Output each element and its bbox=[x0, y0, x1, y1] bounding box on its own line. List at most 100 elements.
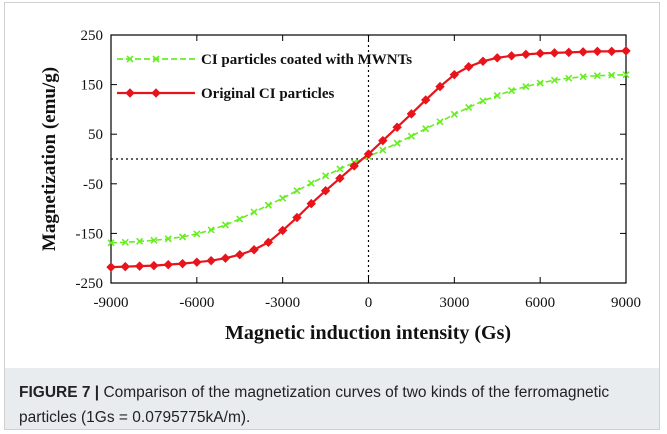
figure-caption: FIGURE 7 | Comparison of the magnetizati… bbox=[5, 368, 659, 429]
data-point-coated bbox=[336, 165, 344, 173]
data-point-original bbox=[277, 225, 288, 236]
legend-marker-original bbox=[151, 88, 161, 98]
data-point-original bbox=[320, 186, 331, 196]
data-point-coated bbox=[136, 237, 144, 245]
data-point-original bbox=[549, 48, 560, 58]
data-point-original bbox=[449, 69, 460, 80]
data-point-original bbox=[206, 255, 216, 266]
data-point-original bbox=[306, 198, 316, 209]
data-point-coated bbox=[436, 118, 444, 126]
data-point-original bbox=[492, 53, 502, 63]
data-point-coated bbox=[207, 226, 215, 234]
data-point-coated bbox=[450, 110, 458, 118]
y-tick-label: -50 bbox=[83, 177, 103, 193]
data-point-original bbox=[134, 261, 145, 271]
figure: -9000 -6000 -3000 0 3000 6000 9000 250 150 50 -50 -… bbox=[4, 2, 660, 430]
data-point-coated bbox=[193, 230, 201, 238]
data-point-coated bbox=[493, 91, 501, 100]
data-point-original bbox=[621, 46, 631, 56]
data-point-coated bbox=[507, 86, 516, 95]
data-point-original bbox=[163, 259, 173, 270]
caption-label: FIGURE 7 | bbox=[19, 384, 100, 401]
data-point-original bbox=[292, 212, 302, 223]
data-point-original bbox=[106, 262, 116, 272]
legend-marker-original bbox=[125, 88, 135, 98]
data-point-original bbox=[535, 48, 545, 59]
y-tick-label: 150 bbox=[81, 78, 104, 94]
data-point-original bbox=[578, 47, 588, 57]
legend-label-coated: CI particles coated with MWNTs bbox=[201, 52, 412, 68]
data-point-coated bbox=[379, 146, 387, 154]
data-point-original bbox=[506, 51, 517, 61]
y-tick-label: 250 bbox=[81, 28, 104, 44]
data-point-coated bbox=[550, 76, 559, 84]
data-point-original bbox=[592, 46, 603, 57]
data-point-coated bbox=[178, 233, 187, 241]
data-point-coated bbox=[407, 132, 415, 140]
x-tick-label: 0 bbox=[365, 295, 373, 311]
data-point-original bbox=[435, 81, 445, 92]
data-point-original bbox=[120, 261, 131, 272]
data-point-original bbox=[463, 62, 474, 72]
x-tick-label: -6000 bbox=[179, 295, 214, 311]
data-point-original bbox=[335, 173, 345, 184]
x-axis-label: Magnetic induction intensity (Gs) bbox=[225, 322, 511, 344]
legend-marker-coated bbox=[152, 55, 160, 63]
data-point-coated bbox=[479, 97, 487, 105]
data-point-coated bbox=[221, 221, 230, 229]
caption-text: Comparison of the magnetization curves o… bbox=[19, 384, 610, 426]
data-point-coated bbox=[522, 83, 530, 91]
data-point-coated bbox=[264, 201, 272, 209]
data-point-original bbox=[177, 258, 188, 269]
magnetization-chart: -9000 -6000 -3000 0 3000 6000 9000 250 150 50 -50 -… bbox=[39, 28, 641, 344]
data-point-coated bbox=[593, 72, 601, 80]
data-point-original bbox=[220, 253, 231, 263]
legend-label-original: Original CI particles bbox=[201, 86, 334, 102]
data-point-coated bbox=[579, 73, 587, 81]
y-tick-label: -250 bbox=[76, 276, 104, 292]
x-tick-label: 6000 bbox=[525, 295, 555, 311]
series-line-coated bbox=[110, 73, 627, 244]
data-point-coated bbox=[536, 79, 544, 87]
data-point-coated bbox=[565, 74, 573, 82]
data-point-coated bbox=[393, 139, 401, 147]
data-point-original bbox=[149, 260, 159, 271]
data-point-original bbox=[235, 250, 245, 260]
data-point-coated bbox=[307, 179, 315, 187]
x-tick-label: -9000 bbox=[94, 295, 129, 311]
series-line-original bbox=[110, 49, 627, 269]
data-point-original bbox=[378, 135, 388, 146]
data-point-coated bbox=[422, 125, 430, 133]
y-tick-label: 50 bbox=[88, 127, 103, 143]
data-point-coated bbox=[322, 172, 330, 180]
data-point-coated bbox=[465, 103, 473, 111]
data-point-coated bbox=[107, 239, 115, 247]
data-point-original bbox=[363, 149, 374, 159]
y-tick-label: -150 bbox=[76, 226, 104, 242]
x-tick-label: 3000 bbox=[439, 295, 469, 311]
data-point-original bbox=[349, 161, 359, 171]
data-point-original bbox=[421, 95, 431, 105]
data-point-original bbox=[521, 49, 531, 60]
data-point-original bbox=[406, 109, 417, 119]
data-point-original bbox=[606, 46, 617, 57]
data-point-coated bbox=[150, 236, 158, 244]
data-point-coated bbox=[121, 238, 129, 246]
data-point-original bbox=[249, 245, 259, 255]
x-tick-label: -3000 bbox=[265, 295, 300, 311]
data-point-original bbox=[564, 47, 574, 58]
data-point-coated bbox=[164, 235, 172, 243]
y-axis-label: Magnetization (emu/g) bbox=[39, 67, 60, 251]
series-original bbox=[106, 46, 631, 272]
data-point-coated bbox=[279, 194, 287, 202]
data-point-original bbox=[192, 257, 202, 267]
data-point-original bbox=[478, 56, 488, 66]
legend-marker-coated bbox=[126, 55, 134, 63]
data-point-coated bbox=[622, 71, 630, 79]
x-tick-label: 9000 bbox=[611, 295, 641, 311]
data-point-coated bbox=[608, 71, 616, 79]
data-point-coated bbox=[250, 208, 258, 216]
data-point-coated bbox=[293, 187, 301, 195]
data-point-original bbox=[263, 237, 274, 248]
data-point-original bbox=[392, 122, 402, 132]
